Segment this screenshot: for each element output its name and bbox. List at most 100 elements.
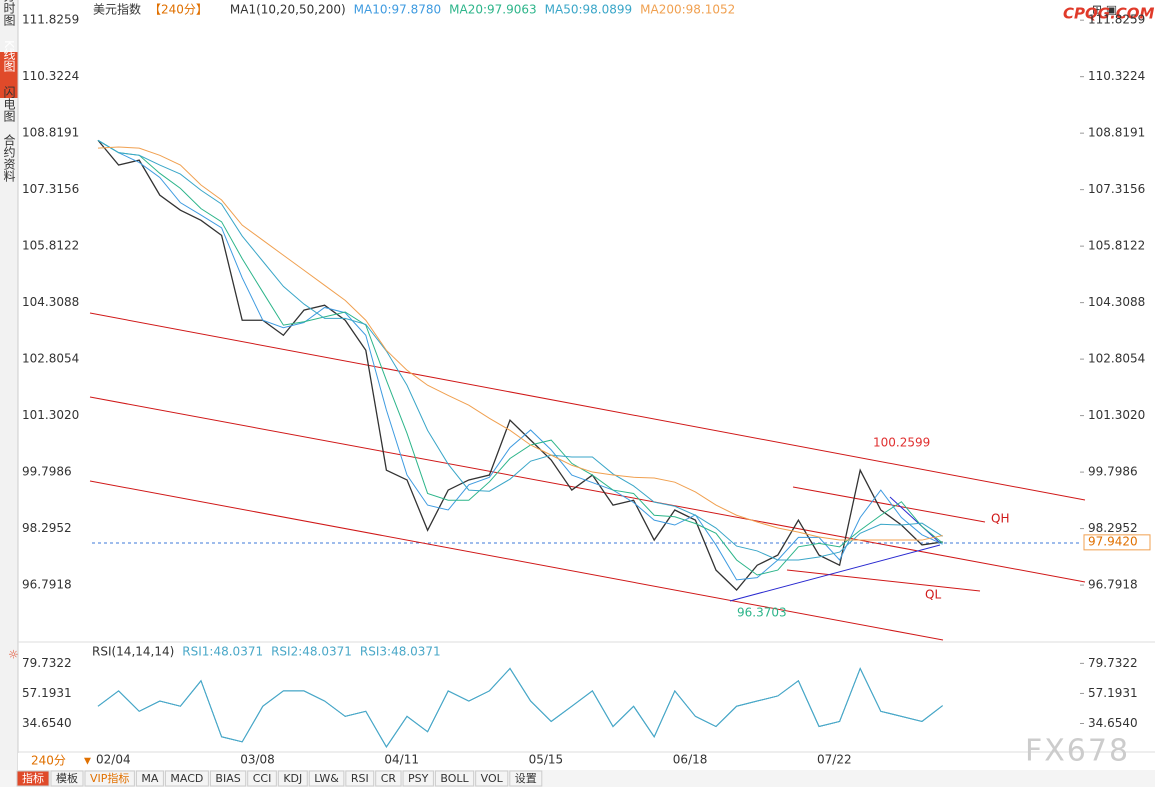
sidebar-tab[interactable]: K线图 [2,40,16,72]
trend-lines [729,496,941,602]
legend-entry: RSI3:48.0371 [360,645,441,659]
legend-entry: MA50:98.0899 [545,3,633,17]
series-line [97,139,943,581]
x-tick-label: 05/15 [529,753,564,767]
period-label: 【240分】 [149,3,208,17]
y-tick-label: 104.3088 [1088,295,1145,309]
legend-entry: RSI1:48.0371 [182,645,263,659]
y-tick-label: 102.8054 [1088,352,1145,366]
period-button[interactable]: 240分 [31,754,66,768]
y-tick-label: 101.3020 [1088,408,1145,422]
x-tick-label: 02/04 [96,753,131,767]
legend-entry: MA10:97.8780 [354,3,442,17]
panel-title: 美元指数 [93,2,141,17]
toolbar-item[interactable]: CCI [253,772,272,785]
series-line [97,146,943,541]
high-label: 100.2599 [873,435,930,449]
period-box [18,753,96,770]
toolbar-button [277,770,308,787]
y-tick-label-left: 102.8054 [22,352,79,366]
panel-title: RSI(14,14,14) [92,645,174,659]
price-line [97,139,943,591]
toolbar-item[interactable]: LW& [314,772,339,785]
toolbar-item[interactable]: BOLL [440,772,469,785]
series-line [97,667,943,748]
sidebar-tab[interactable]: 合约资料 [2,133,16,182]
series-line [97,139,943,576]
toolbar-item[interactable]: RSI [351,772,369,785]
toolbar-button [375,770,402,787]
y-tick-label: 108.8191 [1088,126,1145,140]
y-tick-label: 105.8122 [1088,239,1145,253]
x-tick-label: 03/08 [240,753,275,767]
y-tick-label-left: 96.7918 [22,578,72,592]
legend-entry: MA20:97.9063 [449,3,537,17]
toolbar-button [50,770,84,787]
y-tick-label: 107.3156 [1088,182,1145,196]
toolbar-item[interactable]: 指标 [22,771,44,785]
series-line [97,139,943,561]
toolbar-button [434,770,475,787]
toolbar-button [402,770,434,787]
toolbar-item[interactable]: MA [141,772,158,785]
toolbar-button [135,770,164,787]
icons[interactable]: ⊞ ▣ [1092,3,1117,17]
y-tick-label: 79.7322 [1088,656,1138,670]
sidebar-tab[interactable]: 闪电图 [2,86,16,122]
toolbar-button [475,770,509,787]
toolbar-button [209,770,247,787]
y-tick-label: 57.1931 [1088,686,1138,700]
toolbar-item[interactable]: 设置 [515,772,537,785]
channel-label: QL [925,588,941,602]
toolbar-button [84,770,135,787]
x-tick-label: 07/22 [817,753,852,767]
y-tick-label-left: 108.8191 [22,126,79,140]
toolbar-item[interactable]: VIP指标 [90,771,129,785]
toolbar-button [164,770,209,787]
sidebar-active [0,52,18,98]
period-arrow[interactable]: ▼ [84,757,91,767]
toolbar-item[interactable]: VOL [481,772,504,785]
indicator-label: MA1(10,20,50,200) [230,3,346,17]
toolbar-item[interactable]: KDJ [283,772,302,785]
y-tick-label: 96.7918 [1088,578,1138,592]
y-tick-label: 110.3224 [1088,69,1145,83]
toolbar-button [509,770,543,787]
y-tick-label-left: 111.8259 [22,13,79,27]
x-tick-label: 06/18 [673,753,708,767]
y-tick-label-left: 110.3224 [22,69,79,83]
toolbar-item[interactable]: BIAS [215,772,240,785]
toolbar [0,770,1155,787]
x-tick-label: 04/11 [384,753,419,767]
y-tick-label-left: 105.8122 [22,239,79,253]
logo: CPQG.COM [1063,5,1155,23]
y-tick-label-left: 79.7322 [22,656,72,670]
y-tick-label-left: 98.2952 [22,521,72,535]
sidebar [0,0,18,787]
series-line [97,667,943,748]
toolbar-item[interactable]: MACD [170,772,203,785]
sidebar-tab[interactable]: 分时图 [2,0,16,26]
channel-lines [89,312,1086,641]
toolbar-button [16,770,50,787]
settings-icon[interactable]: ☼ [8,648,19,662]
y-tick-label-left: 99.7986 [22,465,72,479]
y-tick-label: 99.7986 [1088,465,1138,479]
watermark: FX678 [1025,734,1130,769]
y-tick-label: 34.6540 [1088,716,1138,730]
toolbar-item[interactable]: PSY [408,772,429,785]
y-tick-label-left: 34.6540 [22,716,72,730]
toolbar-item[interactable]: 模板 [56,771,78,785]
last-price-label: 97.9420 [1088,534,1138,548]
low-label: 96.3703 [737,605,787,619]
toolbar-item[interactable]: CR [381,772,397,785]
channel-label: QH [991,512,1009,526]
y-tick-label-left: 107.3156 [22,182,79,196]
series-line [97,667,943,748]
legend-entry: MA200:98.1052 [640,3,735,17]
last-price-box [1083,534,1151,551]
y-tick-label-left: 101.3020 [22,408,79,422]
y-tick-label-left: 57.1931 [22,686,72,700]
